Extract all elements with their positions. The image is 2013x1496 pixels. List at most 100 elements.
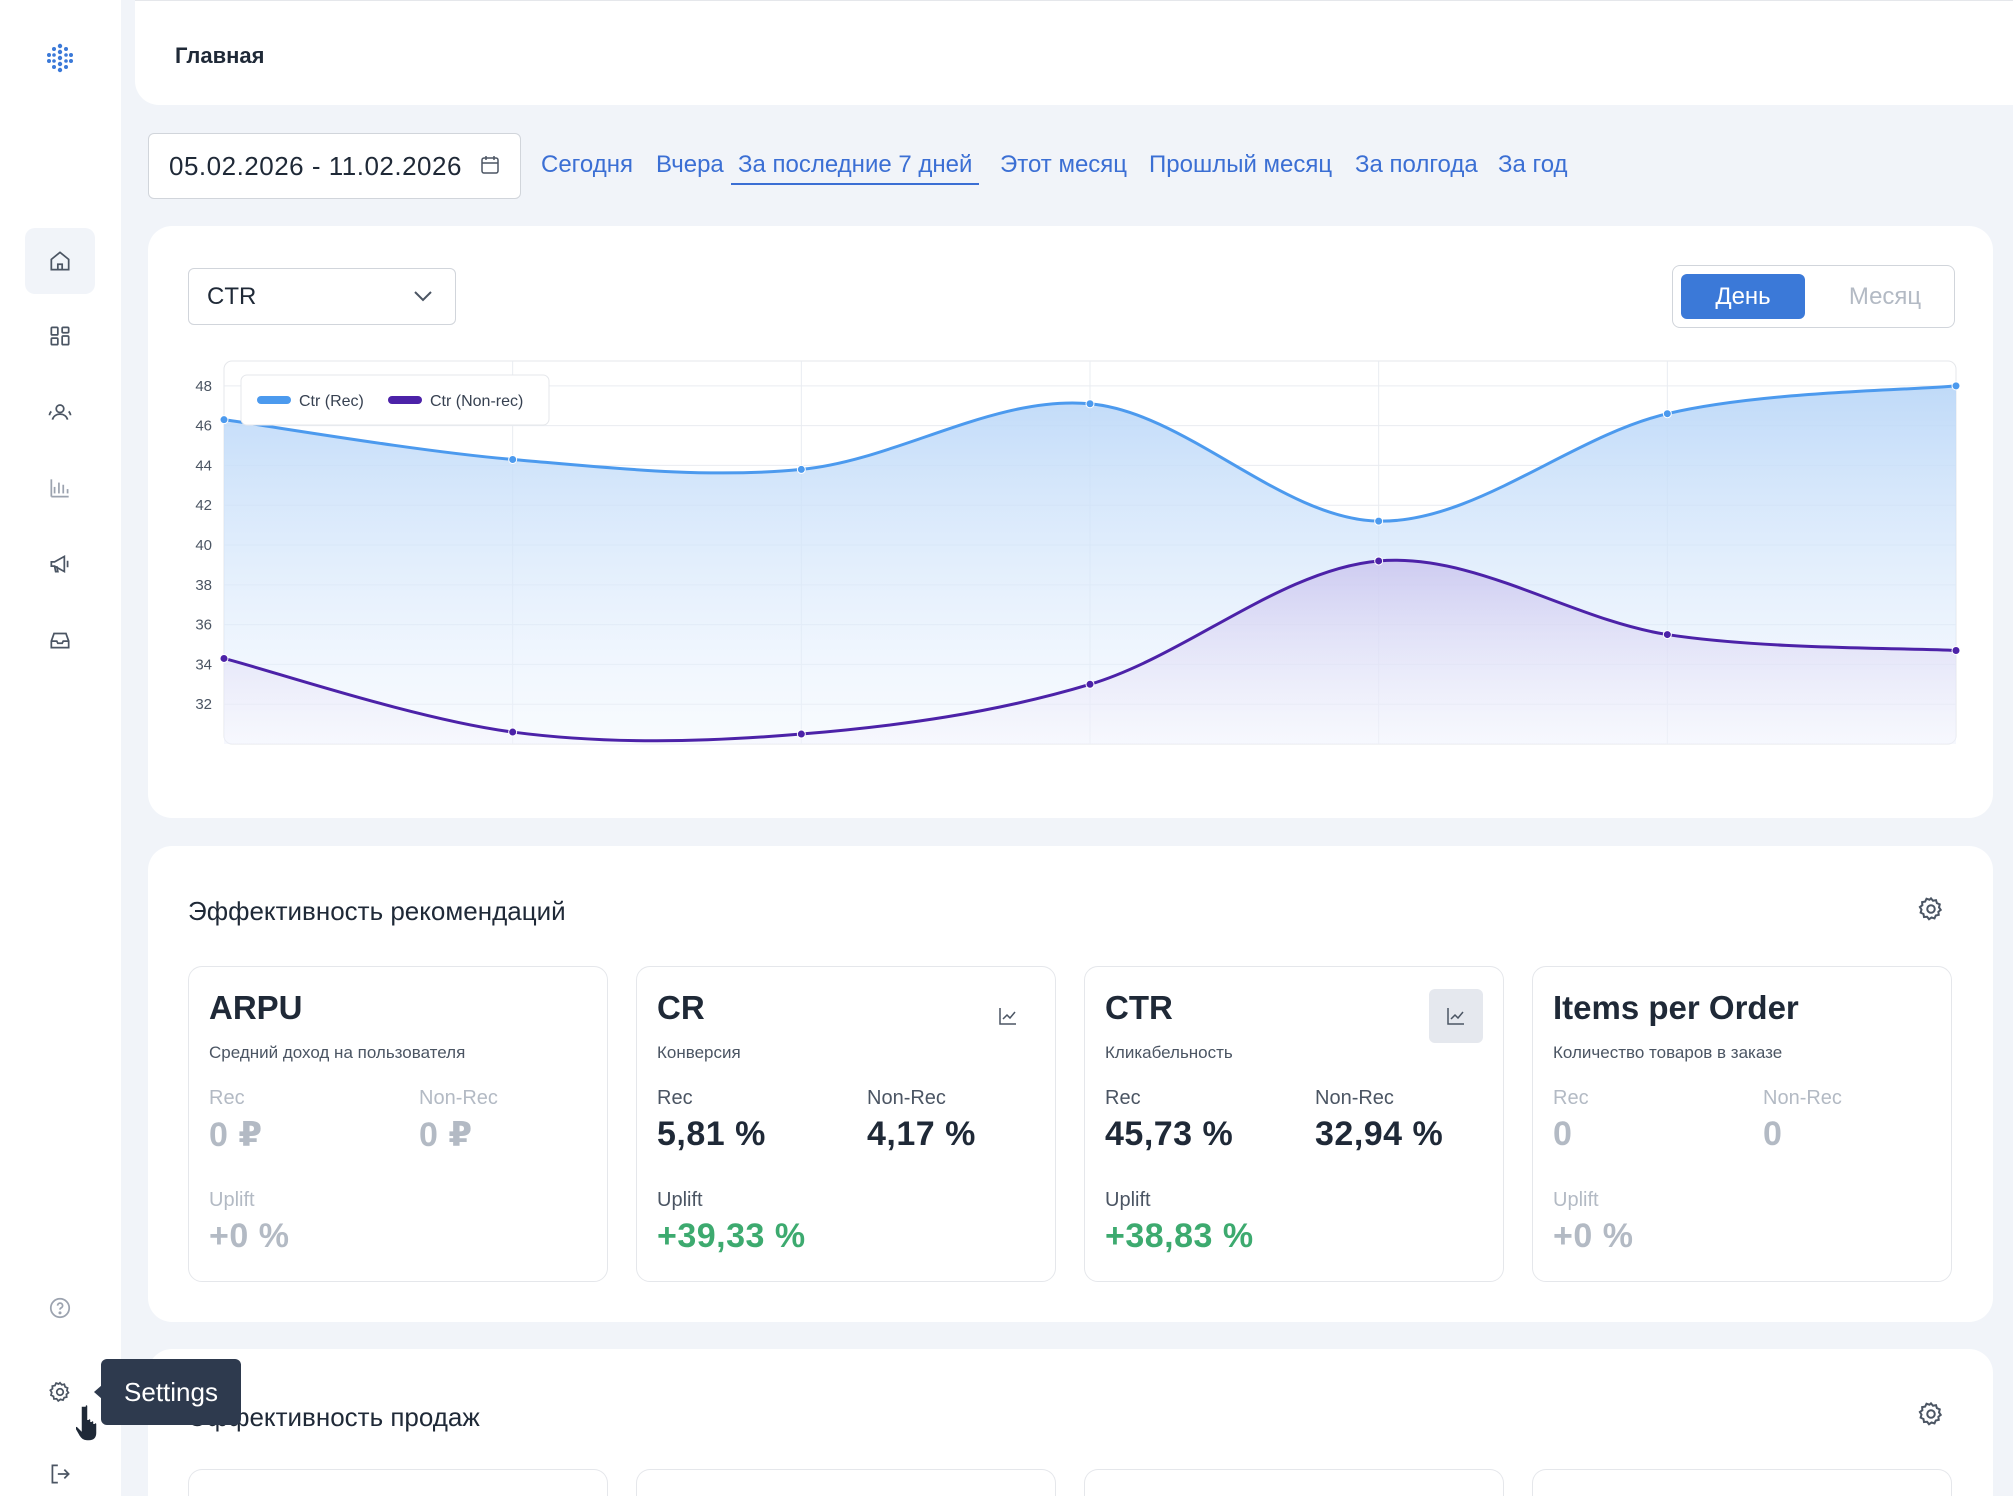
kpi-trend-button[interactable] xyxy=(1429,989,1483,1043)
logo-icon[interactable] xyxy=(40,38,80,78)
kpi-nonrec-label: Non-Rec xyxy=(419,1087,498,1109)
sidebar-item-settings[interactable] xyxy=(25,1359,95,1425)
sidebar-item-users[interactable] xyxy=(25,379,95,445)
hand-pointer-icon xyxy=(76,1403,98,1442)
kpi-nonrec-label: Non-Rec xyxy=(867,1087,946,1109)
kpi-rec-value: 0 ₽ xyxy=(209,1116,263,1154)
range-yesterday[interactable]: Вчера xyxy=(656,151,724,178)
section-settings-icon[interactable] xyxy=(1916,1399,1946,1429)
sidebar xyxy=(0,0,121,1496)
y-tick-label: 34 xyxy=(195,656,212,673)
y-tick-label: 46 xyxy=(195,418,212,435)
data-point xyxy=(508,727,518,737)
kpi-title: CTR xyxy=(1105,989,1173,1026)
inbox-icon xyxy=(50,632,70,649)
kpi-card xyxy=(1532,1469,1952,1496)
bar-chart-icon xyxy=(50,479,69,498)
kpi-rec-label: Rec xyxy=(209,1087,245,1109)
sidebar-item-dashboard[interactable] xyxy=(25,303,95,369)
date-range-picker[interactable]: 05.02.2026 - 11.02.2026 xyxy=(148,133,521,199)
range-today[interactable]: Сегодня xyxy=(541,151,633,178)
kpi-uplift-label: Uplift xyxy=(1553,1189,1599,1211)
sidebar-item-logout[interactable] xyxy=(25,1441,95,1496)
kpi-subtitle: Количество товаров в заказе xyxy=(1553,1043,1783,1062)
kpi-nonrec-value: 32,94 % xyxy=(1315,1115,1444,1153)
data-point xyxy=(1374,556,1384,566)
data-point xyxy=(508,454,518,464)
kpi-uplift-label: Uplift xyxy=(209,1189,255,1211)
kpi-nonrec-value: 0 ₽ xyxy=(419,1116,473,1154)
kpi-nonrec-label: Non-Rec xyxy=(1763,1087,1842,1109)
kpi-title: CR xyxy=(657,989,705,1026)
kpi-title: Items per Order xyxy=(1553,989,1799,1026)
section-title: Эффективность рекомендаций xyxy=(188,896,566,926)
range-last-7-days[interactable]: За последние 7 дней xyxy=(731,151,980,185)
kpi-uplift-value: +0 % xyxy=(209,1217,290,1255)
data-point xyxy=(1662,409,1672,419)
kpi-subtitle: Средний доход на пользователя xyxy=(209,1043,466,1062)
kpi-card-items-per-order: Items per Order Количество товаров в зак… xyxy=(1532,966,1952,1282)
ctr-chart: 32 34 36 38 40 42 44 46 48 Ctr (Rec) Ctr (Non-rec) xyxy=(195,360,1961,745)
data-point xyxy=(796,729,806,739)
range-half-year[interactable]: За полгода xyxy=(1355,151,1478,178)
help-icon xyxy=(49,1297,71,1319)
sidebar-item-analytics[interactable] xyxy=(25,455,95,521)
settings-tooltip: Settings xyxy=(101,1359,241,1425)
data-point xyxy=(219,415,229,425)
series-area xyxy=(224,560,1956,744)
kpi-subtitle: Конверсия xyxy=(657,1043,741,1062)
y-tick-label: 38 xyxy=(195,577,212,594)
data-point xyxy=(219,653,229,663)
trend-chart-icon xyxy=(1447,1008,1464,1025)
y-tick-label: 36 xyxy=(195,617,212,634)
recommendations-card: Эффективность рекомендаций ARPU Средний … xyxy=(148,846,1993,1322)
home-icon xyxy=(50,251,70,271)
chart-card: 32 34 36 38 40 42 44 46 48 Ctr (Rec) Ctr (Non-rec)… xyxy=(148,226,1993,818)
kpi-subtitle: Кликабельность xyxy=(1105,1043,1233,1062)
kpi-rec-label: Rec xyxy=(1105,1087,1141,1109)
trend-chart-icon xyxy=(999,1008,1016,1025)
chevron-down-icon xyxy=(414,291,432,302)
megaphone-icon xyxy=(50,554,69,574)
metric-select-value: CTR xyxy=(207,282,257,310)
period-day-button[interactable]: День xyxy=(1681,274,1805,319)
kpi-rec-value: 45,73 % xyxy=(1105,1115,1234,1153)
y-tick-label: 42 xyxy=(195,497,212,514)
metric-select[interactable]: CTR xyxy=(188,268,456,325)
legend-label: Ctr (Rec) xyxy=(299,393,364,410)
y-tick-label: 48 xyxy=(195,378,212,395)
data-point xyxy=(1951,381,1961,391)
legend-swatch xyxy=(257,396,291,404)
users-icon xyxy=(48,404,72,420)
section-settings-icon[interactable] xyxy=(1916,894,1946,924)
data-point xyxy=(796,464,806,474)
kpi-nonrec-value: 0 xyxy=(1763,1115,1783,1153)
data-point xyxy=(1085,679,1095,689)
kpi-card xyxy=(636,1469,1056,1496)
kpi-uplift-value: +38,83 % xyxy=(1105,1217,1254,1255)
range-last-month[interactable]: Прошлый месяц xyxy=(1149,151,1333,178)
kpi-trend-button[interactable] xyxy=(981,989,1035,1043)
data-point xyxy=(1374,516,1384,526)
sidebar-item-campaigns[interactable] xyxy=(25,531,95,597)
date-range-value: 05.02.2026 - 11.02.2026 xyxy=(169,150,462,181)
period-month-button[interactable]: Месяц xyxy=(1848,282,1922,310)
kpi-uplift-value: +39,33 % xyxy=(657,1217,806,1255)
range-this-month[interactable]: Этот месяц xyxy=(1000,151,1128,178)
kpi-rec-label: Rec xyxy=(657,1087,693,1109)
page-title: Главная xyxy=(175,43,265,68)
sidebar-item-inbox[interactable] xyxy=(25,607,95,673)
kpi-rec-value: 0 xyxy=(1553,1115,1573,1153)
kpi-nonrec-label: Non-Rec xyxy=(1315,1087,1394,1109)
y-tick-label: 40 xyxy=(195,537,212,554)
logout-icon xyxy=(51,1464,70,1484)
range-year[interactable]: За год xyxy=(1498,151,1568,178)
y-tick-label: 44 xyxy=(195,457,212,474)
sidebar-item-help[interactable] xyxy=(25,1275,95,1341)
kpi-card-ctr: CTR Кликабельность Rec 45,73 % Non-Rec 3… xyxy=(1084,966,1504,1282)
top-bar: Главная xyxy=(135,0,2013,105)
legend-swatch xyxy=(388,396,422,404)
y-tick-label: 32 xyxy=(195,696,212,713)
legend-label: Ctr (Non-rec) xyxy=(430,393,523,410)
sidebar-item-home[interactable] xyxy=(25,228,95,294)
